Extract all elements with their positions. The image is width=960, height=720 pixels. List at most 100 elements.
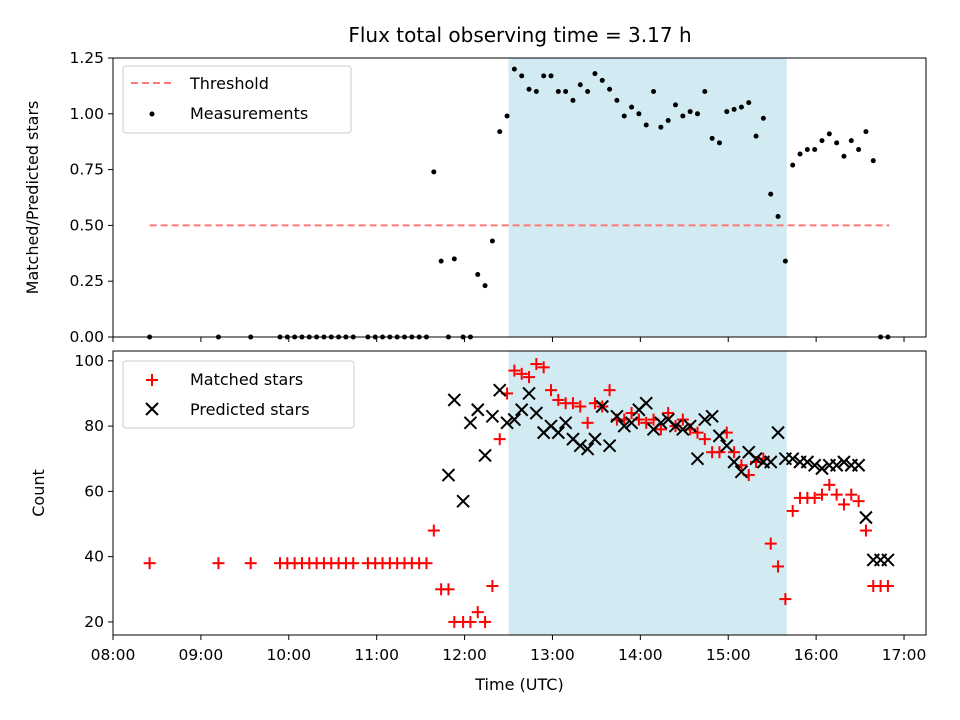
measurement-point — [804, 147, 810, 153]
measurement-point — [665, 117, 671, 123]
matched-star-point — [427, 524, 440, 537]
x-tick-label: 08:00 — [91, 646, 136, 664]
legend-predicted-label: Predicted stars — [190, 400, 310, 419]
predicted-star-point — [800, 455, 815, 469]
measurement-point — [863, 129, 869, 135]
bottom-axes-frame — [112, 350, 927, 636]
x-tick-label: 09:00 — [179, 646, 224, 664]
top-y-tick-label: 1.00 — [69, 105, 104, 123]
matched-star-point — [728, 446, 741, 459]
matched-star-point — [464, 615, 477, 628]
measurement-point — [760, 115, 766, 121]
bottom-panel: 20 40 60 80 100 08:00 09:00 10:00 11:00 12:00 13:… — [29, 350, 927, 694]
predicted-star-point — [624, 416, 639, 430]
measurement-point — [856, 147, 862, 153]
bottom-y-tick-label: 60 — [84, 482, 104, 500]
matched-star-points — [143, 358, 894, 628]
predicted-star-point — [507, 412, 522, 427]
measurement-point — [431, 169, 437, 175]
measurement-point — [614, 97, 620, 103]
measurement-point — [592, 71, 598, 77]
measurement-point — [790, 162, 796, 168]
matched-star-point — [772, 560, 785, 573]
predicted-star-point — [493, 383, 507, 397]
predicted-star-point — [829, 458, 844, 472]
x-tick-label: 11:00 — [354, 646, 399, 664]
measurement-point — [504, 113, 510, 119]
top-y-tick-label: 1.25 — [69, 49, 104, 67]
top-y-tick-label: 0.25 — [69, 272, 104, 290]
bottom-x-ticks: 08:00 09:00 10:00 11:00 12:00 13:00 14:00 15:00… — [91, 635, 927, 664]
predicted-star-point — [485, 409, 500, 423]
predicted-star-point — [463, 416, 478, 430]
predicted-star-point — [771, 425, 785, 440]
measurement-point — [548, 73, 554, 79]
measurement-point — [731, 106, 737, 112]
predicted-star-point — [676, 422, 690, 437]
predicted-star-point — [727, 455, 741, 469]
x-tick-label: 14:00 — [618, 646, 663, 664]
matched-star-point — [852, 495, 865, 508]
predicted-star-point — [588, 432, 602, 446]
matched-star-point — [508, 364, 521, 377]
measurement-point — [541, 73, 547, 79]
predicted-star-point — [617, 419, 631, 433]
matched-star-point — [837, 498, 850, 511]
predicted-star-point — [529, 406, 544, 420]
measurement-point — [716, 140, 722, 146]
measurement-point — [451, 256, 457, 262]
matched-star-point — [859, 524, 872, 537]
matched-star-point — [815, 488, 828, 501]
measurement-point — [797, 151, 803, 157]
bottom-legend: Matched stars Predicted stars — [122, 360, 355, 429]
chart-title: Flux total observing time = 3.17 h — [348, 23, 691, 47]
measurement-point — [834, 140, 840, 146]
measurement-point — [636, 111, 642, 117]
predicted-star-point — [881, 553, 895, 567]
measurement-point — [746, 100, 752, 106]
predicted-star-point — [668, 419, 683, 433]
predicted-star-point — [690, 452, 705, 466]
predicted-star-point — [859, 510, 873, 525]
measurement-point — [482, 283, 488, 289]
measurement-point — [724, 109, 730, 115]
matched-star-point — [347, 557, 360, 570]
matched-star-point — [493, 433, 506, 446]
matched-star-point — [640, 416, 653, 429]
matched-star-point — [786, 504, 799, 517]
predicted-star-point — [654, 416, 668, 430]
predicted-star-point — [580, 442, 595, 456]
bottom-y-tick-label: 40 — [84, 548, 104, 566]
matched-star-point — [603, 384, 616, 397]
measurement-point — [563, 88, 569, 94]
matched-star-point — [537, 361, 550, 374]
matched-star-point — [676, 413, 689, 426]
predicted-star-point — [698, 412, 712, 427]
legend-matched-label: Matched stars — [190, 370, 303, 389]
matched-star-point — [244, 557, 257, 570]
measurement-point — [768, 191, 774, 197]
top-y-ticks: 0.00 0.25 0.50 0.75 1.00 1.25 — [69, 49, 113, 346]
legend-threshold-label: Threshold — [189, 74, 269, 93]
top-y-tick-label: 0.75 — [69, 161, 104, 179]
measurement-point — [841, 153, 847, 159]
bottom-y-ticks: 20 40 60 80 100 — [74, 352, 113, 631]
matched-star-point — [479, 615, 492, 628]
measurement-point — [526, 86, 532, 92]
measurement-point — [511, 66, 517, 72]
predicted-star-point — [734, 465, 749, 479]
x-tick-label: 17:00 — [882, 646, 927, 664]
predicted-star-point — [558, 416, 573, 430]
matched-star-point — [823, 478, 836, 491]
predicted-star-point — [522, 386, 536, 401]
matched-star-point — [691, 426, 704, 439]
predicted-star-point — [837, 455, 851, 469]
measurement-point — [870, 158, 876, 164]
measurement-point — [775, 213, 781, 219]
predicted-star-point — [720, 438, 734, 453]
matched-star-point — [523, 371, 536, 384]
predicted-star-point — [785, 452, 800, 466]
predicted-star-point — [441, 468, 456, 482]
matched-star-point — [581, 416, 594, 429]
top-panel: 0.00 0.25 0.50 0.75 1.00 1.25 Matched/Predict… — [23, 49, 927, 346]
